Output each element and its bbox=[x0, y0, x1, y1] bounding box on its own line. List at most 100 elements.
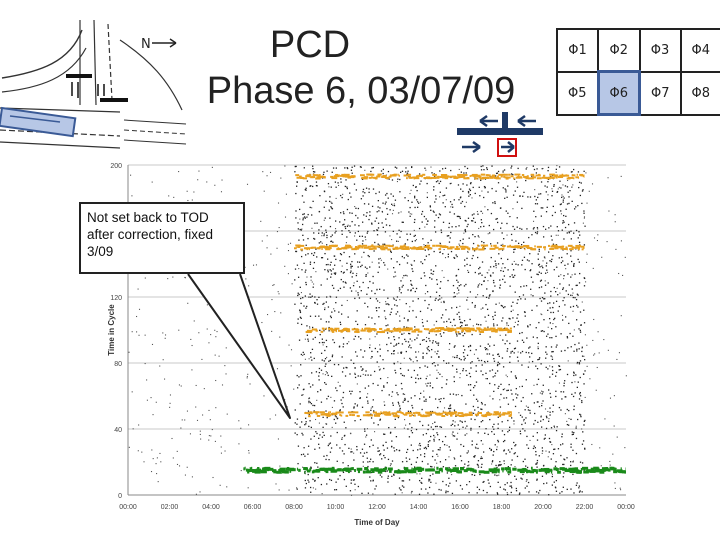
arrival-point bbox=[428, 350, 431, 352]
arrival-point bbox=[477, 406, 479, 409]
arrival-point bbox=[572, 395, 575, 398]
arrival-point bbox=[449, 405, 451, 407]
arrival-point bbox=[315, 488, 317, 490]
arrival-point bbox=[399, 315, 401, 317]
arrival-point bbox=[480, 408, 482, 410]
arrival-point bbox=[580, 415, 582, 418]
arrival-point bbox=[487, 479, 489, 481]
arrival-point bbox=[454, 465, 457, 467]
arrival-point bbox=[526, 228, 528, 230]
arrival-point bbox=[547, 251, 550, 253]
arrival-point bbox=[568, 424, 570, 426]
arrival-point bbox=[327, 306, 330, 308]
arrival-point bbox=[348, 230, 350, 232]
arrival-point bbox=[473, 213, 475, 215]
arrival-point bbox=[358, 297, 361, 299]
arrival-point bbox=[579, 393, 581, 395]
arrival-point bbox=[559, 292, 561, 294]
arrival-point bbox=[272, 284, 274, 287]
arrival-point bbox=[371, 317, 373, 319]
arrival-point bbox=[346, 262, 348, 264]
arrival-point bbox=[337, 381, 339, 383]
arrival-point bbox=[470, 182, 472, 184]
arrival-point bbox=[401, 374, 404, 377]
arrival-point bbox=[214, 354, 216, 356]
arrival-point bbox=[366, 232, 368, 234]
arrival-point bbox=[411, 490, 413, 493]
arrival-point bbox=[386, 207, 388, 210]
arrival-point bbox=[342, 272, 345, 274]
arrival-point bbox=[581, 350, 583, 353]
arrival-point bbox=[536, 337, 538, 339]
arrival-point bbox=[387, 350, 389, 352]
callout-note: Not set back to TOD after correction, fi… bbox=[79, 202, 245, 274]
arrival-point bbox=[338, 346, 341, 348]
arrival-point bbox=[419, 310, 422, 313]
arrival-point bbox=[378, 258, 380, 260]
arrival-point bbox=[553, 185, 555, 187]
arrival-point bbox=[329, 442, 332, 444]
arrival-point bbox=[483, 242, 485, 244]
arrival-point bbox=[554, 375, 557, 377]
arrival-point bbox=[437, 299, 440, 301]
arrival-point bbox=[430, 272, 432, 275]
arrival-point bbox=[391, 395, 393, 397]
arrival-point bbox=[521, 416, 523, 418]
arrival-point bbox=[418, 227, 421, 230]
arrival-point bbox=[555, 395, 557, 398]
arrival-point bbox=[578, 241, 581, 244]
arrival-point bbox=[497, 263, 500, 265]
arrival-point bbox=[330, 479, 333, 482]
arrival-point bbox=[389, 250, 392, 252]
arrival-point bbox=[577, 306, 579, 308]
arrival-point bbox=[391, 203, 393, 205]
arrival-point bbox=[394, 199, 397, 201]
arrival-point bbox=[444, 167, 447, 169]
arrival-point bbox=[427, 307, 429, 309]
arrival-point bbox=[376, 229, 378, 231]
arrival-point bbox=[448, 456, 450, 458]
arrival-point bbox=[304, 455, 306, 457]
arrival-point bbox=[341, 304, 343, 307]
arrival-point bbox=[529, 409, 531, 412]
arrival-point bbox=[527, 409, 530, 411]
arrival-point bbox=[525, 179, 527, 182]
arrival-point bbox=[150, 397, 152, 399]
arrival-point bbox=[447, 235, 450, 237]
arrival-point bbox=[214, 329, 216, 331]
arrival-point bbox=[311, 214, 313, 216]
arrival-point bbox=[190, 338, 192, 340]
arrival-point bbox=[310, 426, 312, 429]
arrival-point bbox=[152, 414, 154, 416]
arrival-point bbox=[519, 414, 522, 416]
arrival-point bbox=[536, 466, 538, 468]
arrival-point bbox=[408, 436, 411, 438]
arrival-point bbox=[238, 443, 240, 445]
arrival-point bbox=[454, 356, 456, 359]
arrival-point bbox=[502, 306, 505, 309]
arrival-point bbox=[446, 326, 448, 328]
arrival-point bbox=[325, 200, 327, 202]
arrival-point bbox=[510, 491, 512, 494]
arrival-point bbox=[302, 434, 304, 436]
phase-grid-row: Φ5 Φ6 Φ7 Φ8 bbox=[556, 70, 720, 116]
arrival-point bbox=[322, 431, 324, 434]
arrival-point bbox=[514, 190, 516, 192]
arrival-point bbox=[450, 206, 452, 208]
arrival-point bbox=[401, 286, 403, 288]
arrival-point bbox=[396, 233, 398, 235]
arrival-point bbox=[388, 426, 390, 429]
arrival-point bbox=[567, 263, 569, 265]
arrival-point bbox=[338, 311, 340, 313]
arrival-point bbox=[342, 337, 345, 339]
arrival-point bbox=[503, 433, 506, 436]
arrival-point bbox=[191, 344, 193, 347]
arrival-point bbox=[406, 233, 408, 235]
arrival-point bbox=[440, 229, 442, 231]
arrival-point bbox=[462, 368, 465, 370]
arrival-point bbox=[398, 477, 401, 479]
arrival-point bbox=[542, 167, 544, 170]
arrival-point bbox=[378, 369, 381, 371]
arrival-point bbox=[385, 301, 387, 303]
arrival-point bbox=[502, 243, 504, 245]
